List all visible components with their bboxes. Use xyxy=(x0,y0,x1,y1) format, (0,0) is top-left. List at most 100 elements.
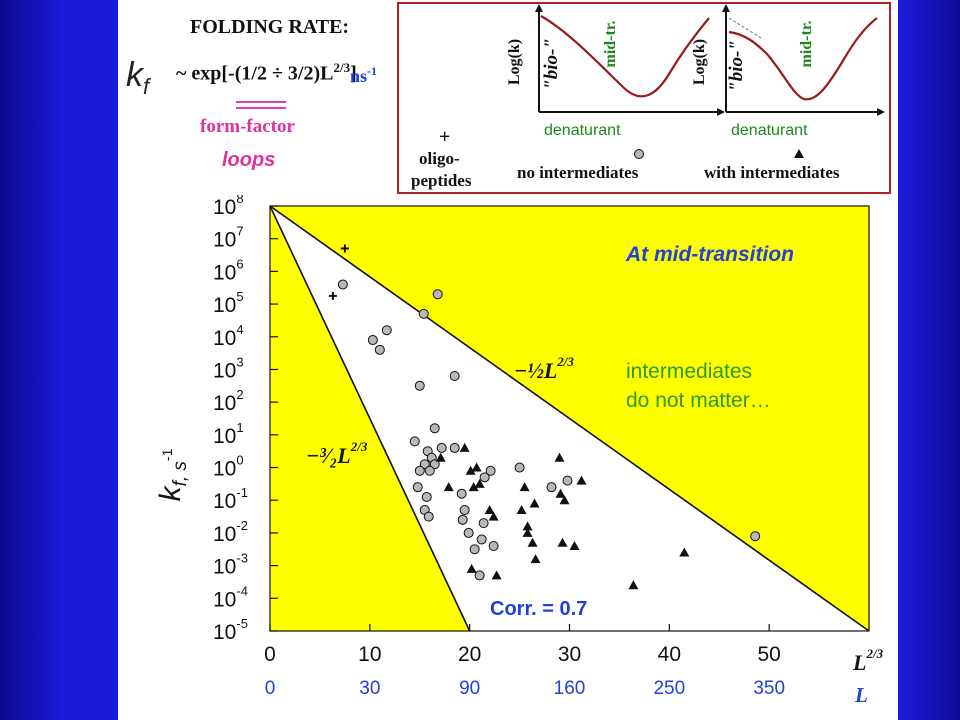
marker-no-intermediates xyxy=(449,371,460,381)
marker-no-intermediates xyxy=(457,514,468,525)
intermediates-label-1: intermediates xyxy=(626,360,752,383)
marker-with-intermediates xyxy=(527,537,538,547)
marker-no-intermediates xyxy=(337,279,348,290)
marker-no-intermediates xyxy=(456,488,467,499)
loops-label: loops xyxy=(222,149,276,171)
marker-no-intermediates xyxy=(479,472,490,483)
marker-no-intermediates xyxy=(514,462,525,473)
marker-no-intermediates xyxy=(409,436,420,447)
y-tick-label: 10-3 xyxy=(213,551,248,579)
inset-no-intermediates: Log(k) "bio-" mid-tr. denaturant xyxy=(506,4,725,139)
marker-with-intermediates xyxy=(471,462,482,472)
marker-with-intermediates xyxy=(468,482,479,492)
marker-with-intermediates xyxy=(522,521,533,531)
marker-no-intermediates xyxy=(546,482,557,493)
inset2-ylabel: Log(k) xyxy=(691,39,708,85)
marker-with-intermediates xyxy=(557,537,568,547)
y-tick-label: 108 xyxy=(213,195,244,219)
marker-with-intermediates xyxy=(559,495,570,505)
marker-no-intermediates xyxy=(421,491,432,502)
x-tick-label: 20 xyxy=(458,643,481,666)
legend-triangle-marker xyxy=(794,149,804,158)
marker-no-intermediates xyxy=(381,325,392,336)
marker-no-intermediates xyxy=(463,527,474,538)
formula-title: FOLDING RATE: xyxy=(190,16,350,38)
lower-line-label: −³⁄₂L2/3 xyxy=(306,439,368,468)
y-tick-label: 10-4 xyxy=(213,583,248,611)
marker-oligo-peptide xyxy=(340,244,349,253)
y-tick-label: 105 xyxy=(213,289,244,317)
marker-with-intermediates xyxy=(459,442,470,452)
kf-symbol: kf xyxy=(126,56,150,99)
marker-no-intermediates xyxy=(469,544,480,555)
marker-no-intermediates xyxy=(424,465,435,476)
x-secondary-tick-label: 250 xyxy=(653,678,685,699)
marker-no-intermediates xyxy=(414,465,425,476)
data-markers xyxy=(328,244,761,590)
at-mid-transition-label: At mid-transition xyxy=(625,243,794,266)
inset1-ylabel: Log(k) xyxy=(506,39,523,85)
correlation-label: Corr. = 0.7 xyxy=(490,598,587,620)
marker-with-intermediates xyxy=(576,475,587,485)
inset1-curve xyxy=(540,15,710,98)
marker-with-intermediates xyxy=(555,488,566,498)
form-factor-underline xyxy=(236,101,286,109)
marker-no-intermediates xyxy=(418,308,429,319)
x-axis-primary-label: L2/3 xyxy=(852,646,884,675)
y-tick-label: 10-2 xyxy=(213,518,248,546)
inset2-bio: "bio-" xyxy=(726,40,747,92)
legend-box: Log(k) "bio-" mid-tr. denaturant Log(k) … xyxy=(397,2,891,194)
rate-unit: ns-1 xyxy=(350,64,378,86)
marker-with-intermediates xyxy=(516,505,527,515)
marker-with-intermediates xyxy=(554,452,565,462)
inset1-y-arrow xyxy=(535,4,543,12)
inset1-bio: "bio-" xyxy=(541,38,562,90)
marker-no-intermediates xyxy=(459,505,470,516)
y-tick-label: 101 xyxy=(213,420,244,448)
form-factor-label: form-factor xyxy=(200,116,295,137)
marker-no-intermediates xyxy=(429,423,440,434)
inset2-curve xyxy=(728,17,878,101)
inset2-x-arrow xyxy=(877,108,885,116)
formula-expression: ~ exp[-(1/2 ÷ 3/2)L2/3] xyxy=(176,60,357,85)
marker-no-intermediates xyxy=(436,442,447,453)
x-secondary-tick-label: 350 xyxy=(753,678,785,699)
y-tick-label: 10-5 xyxy=(213,616,248,644)
x-tick-label: 40 xyxy=(658,643,681,666)
marker-with-intermediates xyxy=(488,511,499,521)
marker-with-intermediates xyxy=(474,478,485,488)
marker-no-intermediates xyxy=(474,570,485,581)
marker-no-intermediates xyxy=(750,531,761,542)
y-tick-label: 10-1 xyxy=(213,485,248,513)
x-tick-label: 10 xyxy=(358,643,381,666)
marker-with-intermediates xyxy=(435,452,446,462)
marker-no-intermediates xyxy=(429,459,440,470)
inset1-xlabel: denaturant xyxy=(544,122,621,139)
reference-line-upper xyxy=(269,205,870,632)
x-secondary-tick-label: 90 xyxy=(459,678,480,699)
y-axis-label: kf, s-1 xyxy=(154,448,191,501)
x-secondary-tick-label: 0 xyxy=(265,678,276,699)
folding-rate-chart: 10810710610510410310210110010-110-210-31… xyxy=(154,195,884,707)
legend-oligo-label-1: oligo- xyxy=(419,149,460,168)
y-axis-ticks: 108 107 106 105 104 103 102 101 100 10-1 10-2 10-3 1… xyxy=(213,195,278,644)
marker-no-intermediates xyxy=(478,518,489,529)
upper-line-label: −½L2/3 xyxy=(514,354,574,383)
legend-circle-marker xyxy=(634,149,644,159)
inset2-xlabel: denaturant xyxy=(731,122,808,139)
intermediates-label-2: do not matter… xyxy=(626,389,771,412)
marker-no-intermediates xyxy=(562,475,573,486)
y-tick-label: 102 xyxy=(213,387,244,415)
inset1-midtr: mid-tr. xyxy=(602,21,619,68)
marker-no-intermediates xyxy=(414,380,425,391)
marker-with-intermediates xyxy=(530,554,541,564)
plot-area xyxy=(269,205,870,632)
y-tick-label: 107 xyxy=(213,224,244,252)
marker-no-intermediates xyxy=(476,534,487,545)
marker-with-intermediates xyxy=(569,541,580,550)
legend-insets: Log(k) "bio-" mid-tr. denaturant Log(k) … xyxy=(411,4,885,190)
x-tick-label: 30 xyxy=(558,643,581,666)
inset-with-intermediates: Log(k) "bio-" mid-tr. denaturant xyxy=(691,4,885,139)
reference-line-lower xyxy=(269,205,471,632)
marker-with-intermediates xyxy=(679,547,690,557)
